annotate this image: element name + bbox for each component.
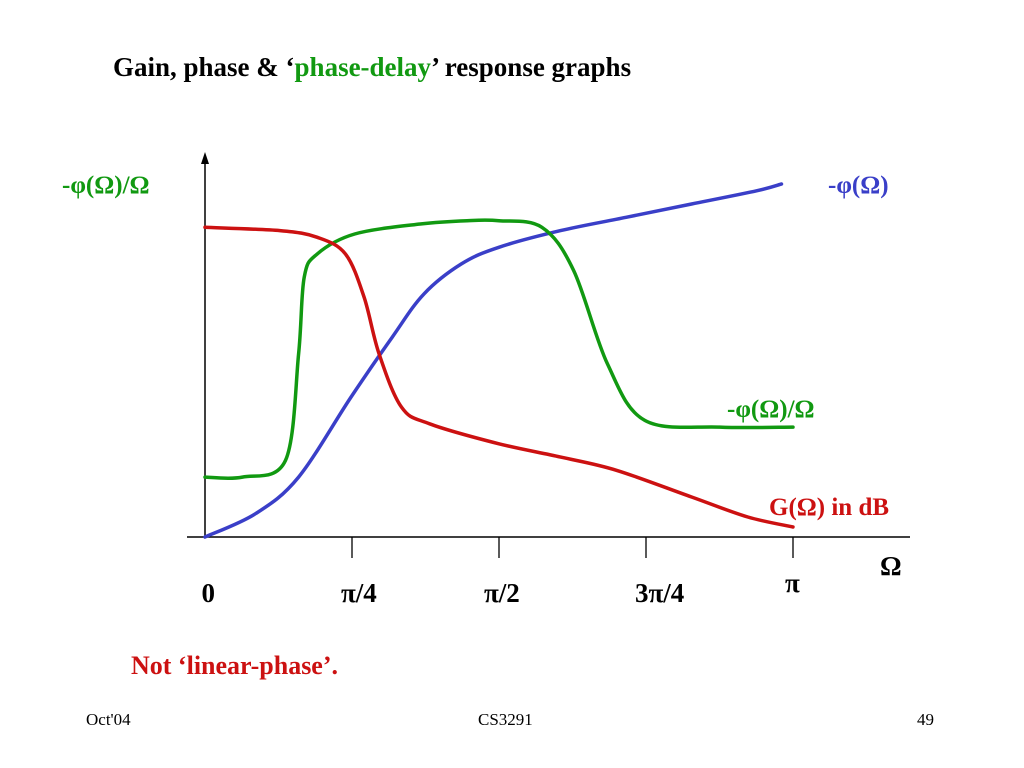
title-post: ’ response graphs (431, 52, 632, 82)
note-text: Not ‘linear-phase’. (131, 651, 339, 680)
phase-curve (203, 182, 784, 539)
x-tick-label: π/4 (341, 578, 377, 608)
y-axis-arrow (201, 152, 209, 164)
title-pre: Gain, phase & ‘ (113, 52, 295, 82)
x-tick-label: 3π/4 (635, 578, 684, 608)
footer-date: Oct'04 (86, 710, 131, 729)
gain-label: G(Ω) in dB (769, 494, 889, 521)
slide-title: Gain, phase & ‘phase-delay’ response gra… (113, 52, 631, 83)
footer-course: CS3291 (478, 710, 533, 729)
phase-delay-label: -φ(Ω)/Ω (727, 396, 815, 423)
gain-curve (203, 225, 795, 529)
x-axis-label: Ω (880, 551, 902, 581)
x-tick-label: 0 (202, 578, 216, 608)
phase-delay-curve (203, 218, 795, 481)
phase-label: -φ(Ω) (828, 172, 889, 199)
chart-axes (187, 152, 910, 558)
chart-series (203, 182, 795, 539)
x-tick-label: π (785, 568, 800, 598)
chart-labels: 0 π/4 π/2 3π/4 π Ω -φ(Ω)/Ω -φ(Ω) -φ(Ω)/Ω G(Ω) in … (62, 172, 902, 608)
x-tick-label: π/2 (484, 578, 520, 608)
y-axis-label: -φ(Ω)/Ω (62, 172, 150, 199)
title-highlight: phase-delay (294, 52, 432, 82)
footer-page-number: 49 (917, 710, 934, 729)
